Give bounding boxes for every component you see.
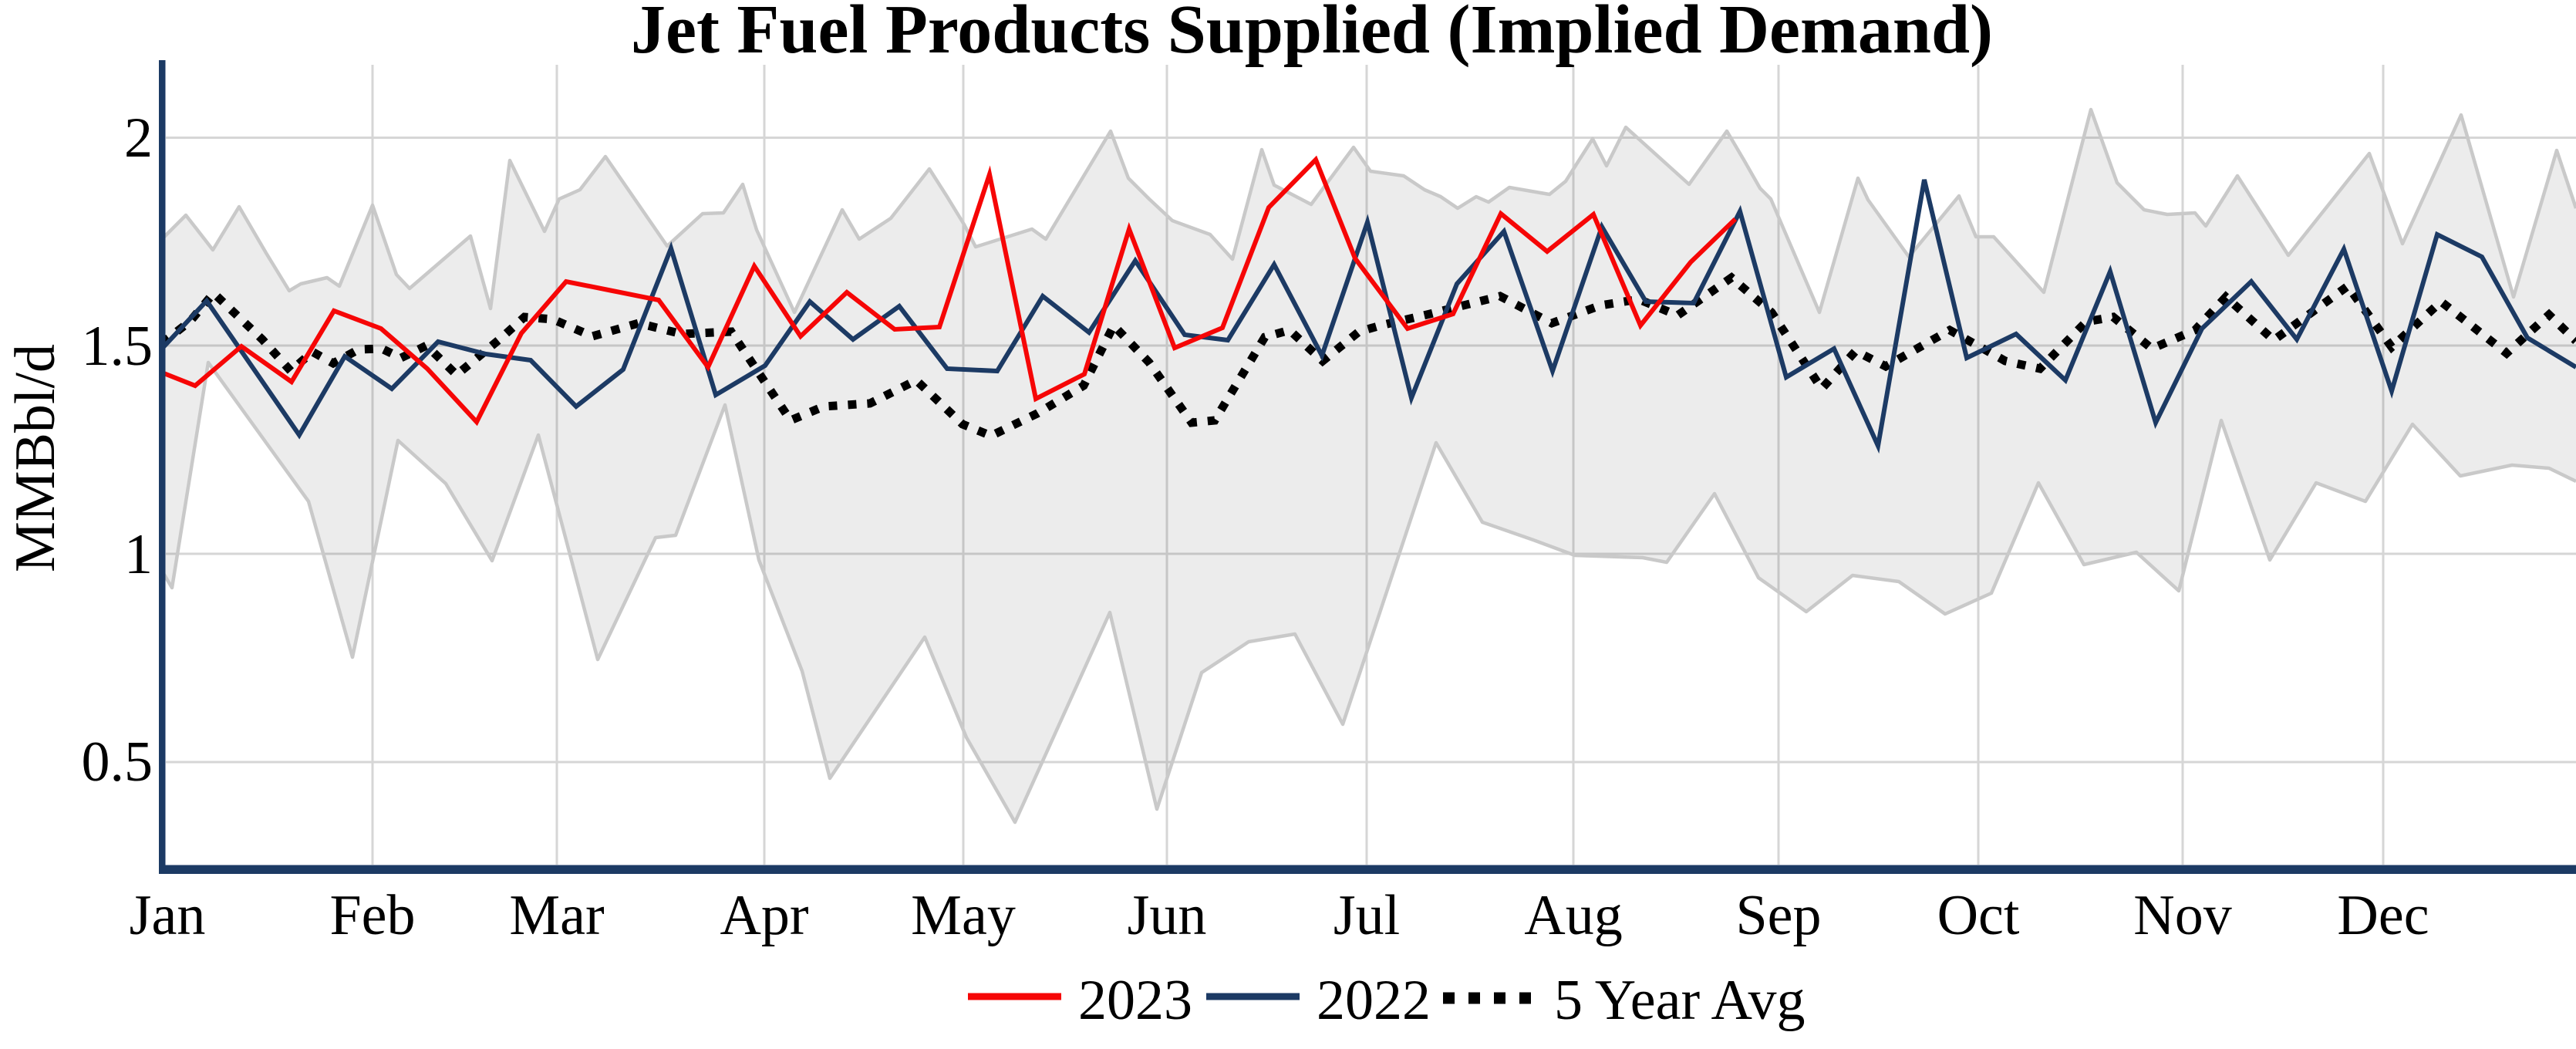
svg-text:2: 2	[124, 106, 153, 170]
svg-text:Jan: Jan	[130, 884, 206, 947]
svg-text:Aug: Aug	[1524, 884, 1622, 947]
svg-text:1: 1	[124, 523, 153, 586]
svg-text:Dec: Dec	[2337, 884, 2429, 947]
svg-text:Jet Fuel Products Supplied (Im: Jet Fuel Products Supplied (Implied Dema…	[631, 0, 1993, 68]
svg-text:Jun: Jun	[1128, 884, 1207, 947]
svg-text:Oct: Oct	[1937, 884, 2020, 947]
svg-text:May: May	[911, 884, 1016, 947]
svg-text:Sep: Sep	[1736, 884, 1822, 947]
svg-text:1.5: 1.5	[82, 315, 153, 378]
svg-text:Nov: Nov	[2133, 884, 2231, 947]
svg-text:Mar: Mar	[509, 884, 604, 947]
svg-text:MMBbl/d: MMBbl/d	[4, 344, 67, 572]
svg-text:Feb: Feb	[330, 884, 416, 947]
svg-text:2022: 2022	[1317, 969, 1431, 1032]
svg-text:5 Year Avg: 5 Year Avg	[1554, 969, 1805, 1032]
svg-text:0.5: 0.5	[82, 730, 153, 794]
svg-text:Jul: Jul	[1334, 884, 1400, 947]
svg-text:2023: 2023	[1078, 969, 1192, 1032]
svg-text:Apr: Apr	[720, 884, 808, 947]
